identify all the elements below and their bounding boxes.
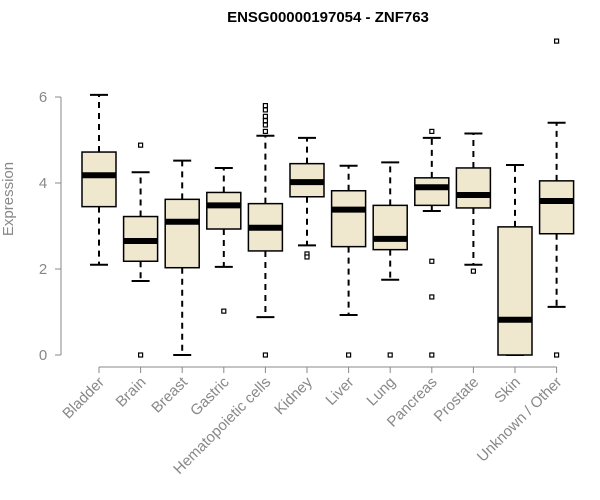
outlier-point <box>262 113 268 119</box>
box-prostate <box>455 132 492 274</box>
box-body <box>455 167 492 209</box>
x-tick-label: Brain <box>113 374 150 411</box>
box-pancreas <box>414 128 450 358</box>
outlier-point <box>429 352 435 358</box>
y-tick-label: 0 <box>39 347 47 364</box>
outlier-point <box>262 352 268 358</box>
outlier-point <box>262 118 268 124</box>
outlier-point <box>262 102 268 109</box>
y-tick-label: 4 <box>39 175 47 192</box>
box-unknown-other <box>538 38 575 358</box>
outlier-point <box>429 128 435 134</box>
outlier-point <box>262 107 268 113</box>
box-body <box>372 204 408 251</box>
x-tick-label: Prostate <box>431 374 483 426</box>
x-tick-label: Breast <box>148 373 191 416</box>
outlier-point <box>138 142 144 148</box>
box-body <box>206 191 242 230</box>
y-tick-label: 6 <box>39 89 47 106</box>
box-body <box>497 226 533 356</box>
outlier-point <box>470 268 476 274</box>
x-tick-label: Lung <box>363 374 399 410</box>
outlier-point <box>138 352 144 358</box>
chart-title: ENSG00000197054 - ZNF763 <box>227 9 429 26</box>
outlier-point <box>553 352 560 358</box>
box-series <box>81 38 575 358</box>
x-tick-label: Bladder <box>59 374 108 423</box>
outlier-point <box>262 122 268 128</box>
y-axis: 0 2 4 6 <box>39 89 62 364</box>
box-body <box>414 177 450 207</box>
outlier-point <box>221 308 227 314</box>
box-liver <box>330 164 367 358</box>
box-skin <box>497 163 533 356</box>
box-lung <box>372 161 408 358</box>
outlier-point <box>429 294 435 300</box>
box-brain <box>122 142 159 358</box>
outlier-point <box>387 352 393 358</box>
outlier-point <box>346 352 352 358</box>
y-tick-label: 2 <box>39 261 47 278</box>
outlier-point <box>304 254 310 260</box>
box-body <box>538 180 575 235</box>
box-gastric <box>206 166 242 314</box>
box-hematopoietic-cells <box>247 102 284 358</box>
box-kidney <box>289 136 325 260</box>
box-body <box>81 151 117 208</box>
box-bladder <box>81 93 117 266</box>
x-tick-label: Skin <box>491 374 524 407</box>
box-breast <box>164 159 200 356</box>
box-body <box>330 189 367 248</box>
outlier-point <box>553 38 560 44</box>
y-axis-label: Expression <box>0 162 17 236</box>
outlier-point <box>429 258 435 264</box>
box-body <box>164 198 200 269</box>
outlier-point <box>262 128 268 134</box>
x-tick-label: Liver <box>322 374 357 409</box>
x-tick-label: Kidney <box>271 373 316 418</box>
